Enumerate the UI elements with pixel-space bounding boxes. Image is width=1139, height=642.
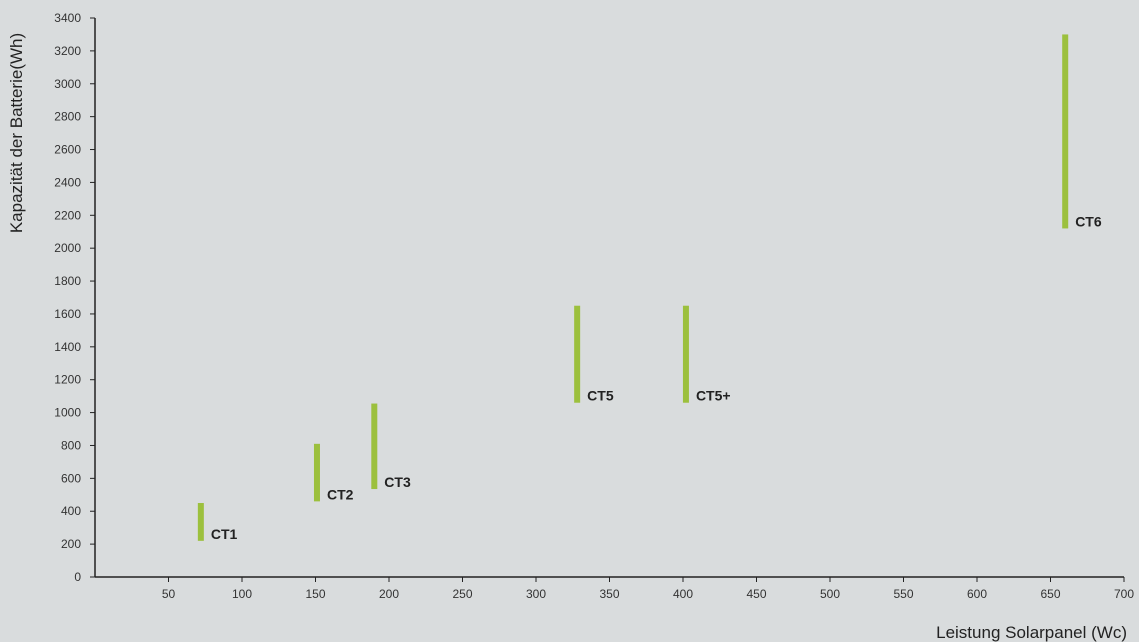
y-tick-label: 800 <box>61 438 81 452</box>
range-bar-ct1 <box>197 503 204 541</box>
bar-label: CT1 <box>211 526 238 542</box>
x-tick-label: 100 <box>232 587 252 601</box>
y-tick-label: 3400 <box>54 11 81 25</box>
y-tick-label: 2200 <box>54 208 81 222</box>
bar-label: CT2 <box>327 486 354 502</box>
x-tick-label: 300 <box>526 587 546 601</box>
y-tick-label: 1600 <box>54 307 81 321</box>
y-axis-title: Kapazität der Batterie(Wh) <box>7 33 26 233</box>
y-tick-label: 1200 <box>54 373 81 387</box>
x-tick-label: 400 <box>673 587 693 601</box>
bar-label: CT3 <box>384 474 411 490</box>
y-tick-label: 0 <box>74 570 81 584</box>
range-bar-ct5-plus <box>682 305 689 403</box>
y-tick-label: 3000 <box>54 77 81 91</box>
y-tick-label: 2800 <box>54 110 81 124</box>
x-axis-title: Leistung Solarpanel (Wc) <box>936 623 1127 642</box>
bar-label: CT6 <box>1075 213 1102 229</box>
y-tick-label: 1400 <box>54 340 81 354</box>
y-tick-label: 600 <box>61 471 81 485</box>
x-tick-label: 50 <box>162 587 176 601</box>
bar-label: CT5 <box>587 388 614 404</box>
bars: CT1 CT2 CT3 CT5 CT5+ CT6 <box>197 34 1102 542</box>
x-tick-label: 450 <box>746 587 766 601</box>
x-tick-label: 550 <box>893 587 913 601</box>
y-tick-label: 400 <box>61 504 81 518</box>
x-tick-label: 600 <box>967 587 987 601</box>
y-tick-label: 1800 <box>54 274 81 288</box>
x-axis-ticks: 50 100 150 200 250 300 350 400 450 500 550 600 650 70… <box>162 577 1134 601</box>
x-tick-label: 500 <box>820 587 840 601</box>
x-tick-label: 650 <box>1040 587 1060 601</box>
y-tick-label: 2400 <box>54 175 81 189</box>
y-tick-label: 1000 <box>54 406 81 420</box>
x-tick-label: 350 <box>599 587 619 601</box>
range-bar-ct6 <box>1062 34 1069 229</box>
x-tick-label: 250 <box>452 587 472 601</box>
y-tick-label: 200 <box>61 537 81 551</box>
y-tick-label: 2600 <box>54 143 81 157</box>
x-tick-label: 700 <box>1114 587 1134 601</box>
range-bar-ct3 <box>371 403 378 490</box>
y-axis-ticks: 0 200 400 600 800 1000 1200 1400 1600 1800 2000 220… <box>54 11 95 584</box>
range-bar-ct2 <box>313 443 320 502</box>
x-tick-label: 200 <box>379 587 399 601</box>
x-tick-label: 150 <box>305 587 325 601</box>
y-tick-label: 3200 <box>54 44 81 58</box>
y-tick-label: 2000 <box>54 241 81 255</box>
range-bar-ct5 <box>574 305 581 403</box>
bar-label: CT5+ <box>696 388 731 404</box>
